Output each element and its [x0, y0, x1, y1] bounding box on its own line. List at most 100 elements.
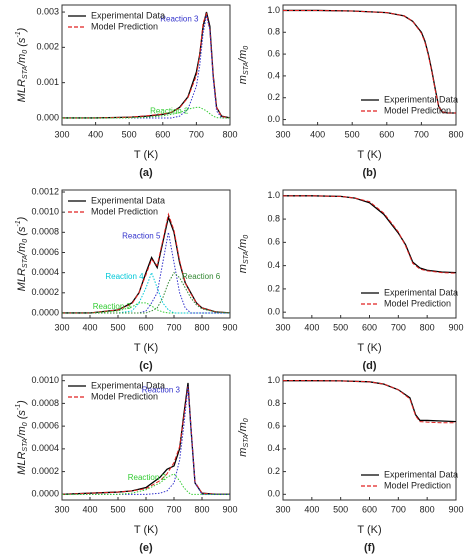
y-axis-label-part: /m	[237, 50, 249, 63]
data-line	[283, 380, 457, 423]
y-axis-label: MLRSTA/m0 (s-1)	[15, 27, 29, 102]
y-axis-label-part: STA	[243, 434, 250, 447]
y-axis-label-part: STA	[243, 62, 250, 75]
reaction-label: Reaction 2	[128, 473, 167, 482]
data-line	[283, 195, 457, 274]
y-axis-label-part: STA	[22, 255, 29, 268]
y-axis-label-part: MLR	[16, 268, 28, 291]
y-axis-label-part: MLR	[16, 79, 28, 102]
y-axis-label-part: m	[237, 264, 249, 273]
y-axis-label-part: 0	[243, 46, 250, 50]
x-tick-label: 400	[304, 322, 319, 332]
legend-label: Experimental Data	[91, 380, 165, 390]
reaction-label: Reaction 6	[182, 272, 221, 281]
x-tick-label: 900	[448, 504, 463, 514]
legend-label: Experimental Data	[91, 195, 165, 205]
x-tick-label: 300	[54, 504, 69, 514]
legend-label: Model Prediction	[91, 206, 158, 216]
y-axis-label-part: m	[237, 448, 249, 457]
x-tick-label: 700	[189, 129, 204, 139]
y-axis-label-part: /m	[237, 239, 249, 252]
legend-label: Model Prediction	[384, 298, 451, 308]
y-axis-label-part: STA	[22, 66, 29, 79]
legend-label: Experimental Data	[91, 10, 165, 20]
data-line	[61, 386, 230, 495]
x-axis-label: T (K)	[134, 149, 158, 161]
y-tick-label: 0.4	[267, 260, 280, 270]
panel-label: (c)	[139, 360, 153, 372]
y-tick-label: 0.6	[267, 421, 280, 431]
y-tick-label: 1.0	[267, 375, 280, 385]
legend-label: Model Prediction	[384, 105, 451, 115]
y-tick-label: 0.2	[267, 92, 280, 102]
y-tick-label: 0.4	[267, 443, 280, 453]
y-tick-label: 1.0	[267, 5, 280, 15]
x-tick-label: 300	[54, 129, 69, 139]
y-tick-label: 0.2	[267, 466, 280, 476]
reaction-label: Reaction 2	[150, 106, 189, 115]
legend-label: Experimental Data	[384, 94, 458, 104]
x-tick-label: 400	[304, 504, 319, 514]
y-tick-label: 0.0004	[31, 267, 59, 277]
y-tick-label: 0.4	[267, 70, 280, 80]
data-line	[283, 9, 456, 114]
x-axis-label: T (K)	[134, 342, 158, 354]
x-tick-label: 600	[138, 504, 153, 514]
panel-label: (d)	[362, 360, 376, 372]
data-line	[62, 214, 231, 314]
legend-label: Model Prediction	[384, 480, 451, 490]
x-tick-label: 300	[275, 322, 290, 332]
x-tick-label: 700	[414, 129, 429, 139]
y-axis-label-part: /m	[237, 422, 249, 435]
y-axis-label-part: )	[16, 27, 28, 33]
x-tick-label: 400	[88, 129, 103, 139]
y-axis-label-part: m	[237, 75, 249, 84]
reaction-label: Reaction 3	[160, 15, 199, 24]
y-axis-label: mSTA/m0	[237, 418, 250, 457]
y-axis-label-part: 0	[243, 235, 250, 239]
panel-label: (b)	[362, 167, 376, 179]
plot-frame	[61, 4, 231, 126]
x-tick-label: 600	[155, 129, 170, 139]
y-tick-label: 0.0008	[31, 398, 59, 408]
x-tick-label: 600	[362, 504, 377, 514]
y-axis-label: MLRSTA/m0 (s-1)	[15, 216, 29, 291]
y-tick-label: 0.0010	[31, 375, 59, 385]
y-axis-label-part: STA	[243, 251, 250, 264]
data-line	[62, 271, 230, 314]
x-tick-label: 600	[362, 322, 377, 332]
y-tick-label: 0.0	[267, 307, 280, 317]
x-tick-label: 600	[379, 129, 394, 139]
y-axis-label-part: (s	[16, 410, 28, 423]
y-axis-label-part: 0	[243, 418, 250, 422]
y-axis-label-part: (s	[16, 37, 28, 50]
x-tick-label: 800	[194, 504, 209, 514]
data-line	[62, 106, 230, 119]
legend-label: Model Prediction	[91, 391, 158, 401]
x-tick-label: 400	[82, 322, 97, 332]
y-axis-label-part: -1	[15, 404, 22, 410]
y-tick-label: 0.003	[36, 6, 59, 16]
y-axis-label: MLRSTA/m0 (s-1)	[15, 400, 29, 475]
y-tick-label: 0.0008	[31, 227, 59, 237]
y-tick-label: 0.8	[267, 213, 280, 223]
y-axis-label-part: 0	[22, 422, 29, 426]
y-tick-label: 0.0010	[31, 207, 59, 217]
y-tick-label: 0.0006	[31, 247, 59, 257]
panel-label: (e)	[139, 542, 153, 554]
y-axis-label-part: MLR	[16, 452, 28, 475]
data-line	[62, 12, 231, 119]
x-axis-label: T (K)	[134, 524, 158, 536]
y-tick-label: 0.2	[267, 283, 280, 293]
x-tick-label: 300	[275, 504, 290, 514]
x-tick-label: 500	[333, 322, 348, 332]
x-tick-label: 800	[194, 322, 209, 332]
x-tick-label: 700	[166, 504, 181, 514]
panel-label: (a)	[139, 167, 153, 179]
x-tick-label: 700	[391, 504, 406, 514]
x-tick-label: 500	[110, 504, 125, 514]
plot-frame	[282, 4, 457, 126]
y-axis-label-part: (s	[16, 226, 28, 239]
reaction-label: Reaction 4	[105, 272, 144, 281]
